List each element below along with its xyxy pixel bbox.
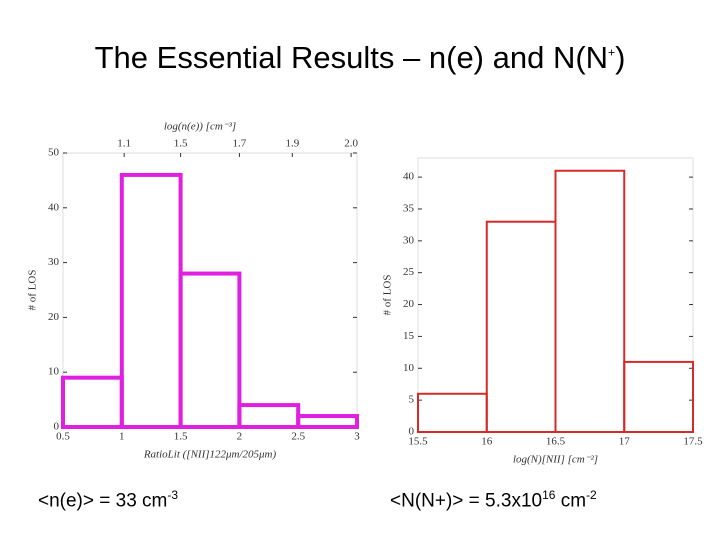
x-axis-label: RatioLit ([NII]122μm/205μm) [143,449,277,461]
bar [623,360,694,434]
slide-title: The Essential Results – n(e) and N(N+) [0,40,720,76]
caption-sup: 16 [542,488,556,502]
y-tick-label: 0 [409,426,415,438]
x-tick-label: 16.5 [546,436,566,448]
y-tick-label: 30 [403,234,415,246]
y-tick-label: 15 [403,330,415,342]
y-tick-label: 0 [54,421,60,433]
caption-sup: -2 [586,488,597,502]
caption-text: cm [555,490,587,512]
y-tick-label: 25 [403,266,415,278]
x-tick-label: 1.5 [174,431,188,443]
plot-frame [62,152,358,428]
x2-tick-label: 1.7 [233,138,247,150]
y-tick-label: 40 [48,201,60,213]
bar [237,403,301,429]
y-tick-label: 20 [403,298,415,310]
y-tick-label: 20 [48,311,60,323]
y-axis-label: # of LOS [382,275,394,316]
x2-axis-label: log(n(e)) [cm⁻³] [164,121,236,133]
title-end: ) [615,40,626,75]
caption-text: <N(N+)> = 5.3x10 [390,490,543,512]
title-text: The Essential Results – n(e) and N(N [94,40,609,75]
y-tick-label: 5 [409,394,415,406]
bar [119,172,183,429]
x-tick-label: 0.5 [56,431,70,443]
y-tick-label: 10 [403,362,415,374]
x2-tick-label: 2.0 [344,138,358,150]
x-tick-label: 1 [119,431,125,443]
y-tick-label: 10 [48,366,60,378]
x-tick-label: 2 [237,431,243,443]
caption: <N(N+)> = 5.3x1016 cm-2 [390,488,597,512]
x-tick-label: 3 [354,431,360,443]
title-sup: + [608,45,616,60]
bar [554,169,626,434]
bar [417,392,488,434]
y-tick-label: 50 [48,147,60,159]
x-tick-label: 16 [481,436,493,448]
x-axis-label: log(N)[NII] [cm⁻²] [513,454,598,466]
bar [178,271,242,429]
x-tick-label: 17 [619,436,631,448]
y-axis-label: # of LOS [27,270,39,311]
x2-tick-label: 1.5 [174,138,188,150]
bar [61,375,124,429]
caption-text: <n(e)> = 33 cm [38,490,168,512]
y-tick-label: 35 [403,203,415,215]
y-tick-label: 30 [48,256,60,268]
bar [485,220,557,433]
caption: <n(e)> = 33 cm-3 [38,488,178,512]
y-tick-label: 40 [403,171,415,183]
x-tick-label: 15.5 [408,436,428,448]
x2-tick-label: 1.9 [285,138,299,150]
x2-tick-label: 1.1 [117,138,131,150]
caption-sup: -3 [167,488,179,502]
x-tick-label: 2.5 [291,431,305,443]
x-tick-label: 17.5 [683,436,703,448]
bar [296,414,360,430]
